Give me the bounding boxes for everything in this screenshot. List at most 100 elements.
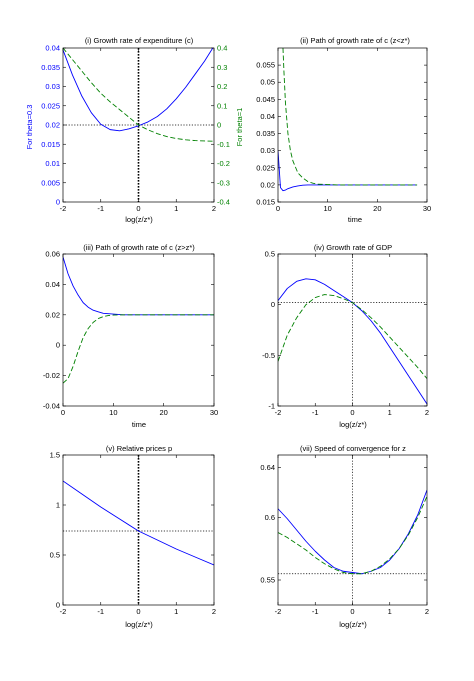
y-tick-label: 0.64 — [260, 463, 275, 472]
y-tick-label: 0 — [271, 300, 275, 309]
y-tick-label: 0.045 — [256, 95, 275, 104]
panel-3-xlabel: time — [132, 420, 146, 429]
x-tick-label: 30 — [210, 408, 218, 417]
y2-tick-label: -0.1 — [217, 140, 230, 149]
y-tick-label: 0 — [56, 198, 60, 207]
x-tick-label: 0 — [350, 408, 354, 417]
y-tick-label: 0.035 — [41, 63, 60, 72]
y-tick-label: 0.02 — [45, 121, 60, 130]
panel-2-title: (ii) Path of growth rate of c (z<z*) — [300, 36, 410, 45]
x-tick-label: 0 — [276, 204, 280, 213]
y-tick-label: 0.015 — [256, 198, 275, 207]
y-tick-label: -0.5 — [262, 351, 275, 360]
y2-tick-label: 0.1 — [217, 101, 227, 110]
x-tick-label: 0 — [136, 607, 140, 616]
panel-1-xlabel: log(z/z*) — [125, 215, 153, 224]
x-tick-label: 2 — [425, 408, 429, 417]
series-line-green — [278, 496, 427, 575]
y-tick-label: 1 — [56, 501, 60, 510]
plot-frame — [277, 253, 428, 407]
plot-frame — [62, 454, 215, 606]
x-tick-label: 2 — [425, 607, 429, 616]
y2-tick-label: 0.4 — [217, 44, 227, 53]
x-tick-label: 1 — [388, 408, 392, 417]
y-tick-label: 0.02 — [45, 310, 60, 319]
plot-frame — [277, 454, 428, 606]
y-tick-label: 1.5 — [50, 451, 60, 460]
y-tick-label: 0.03 — [260, 146, 275, 155]
plot-area — [278, 254, 427, 406]
x-tick-label: 1 — [174, 204, 178, 213]
panel-3-title: (iii) Path of growth rate of c (z>z*) — [83, 243, 195, 252]
panel-speed-of-convergence: (vii) Speed of convergence for z log(z/z… — [260, 444, 429, 629]
plot-area — [63, 256, 214, 384]
x-tick-label: -1 — [312, 408, 319, 417]
y-tick-label: 0.01 — [45, 159, 60, 168]
y2-tick-label: 0.2 — [217, 82, 227, 91]
y-tick-label: 0.5 — [50, 551, 60, 560]
x-tick-label: 1 — [174, 607, 178, 616]
panel-growth-rate-expenditure: (i) Growth rate of expenditure (c) log(z… — [25, 36, 244, 224]
x-tick-label: 2 — [212, 607, 216, 616]
panel-6-xlabel: log(z/z*) — [339, 620, 367, 629]
x-tick-label: 20 — [373, 204, 381, 213]
y2-tick-label: 0.3 — [217, 63, 227, 72]
y-tick-label: -1 — [268, 402, 275, 411]
x-tick-label: -2 — [275, 408, 282, 417]
y-tick-label: 0 — [56, 341, 60, 350]
panel-5-xlabel: log(z/z*) — [125, 620, 153, 629]
y-tick-label: 0.55 — [260, 576, 275, 585]
panel-6-title: (vii) Speed of convergence for z — [300, 444, 406, 453]
y-tick-label: 0.015 — [41, 140, 60, 149]
y-tick-label: 0.5 — [265, 250, 275, 259]
y2-tick-label: -0.2 — [217, 159, 230, 168]
y-tick-label: 0.04 — [45, 280, 60, 289]
panel-path-growth-c-below: (ii) Path of growth rate of c (z<z*) tim… — [256, 36, 431, 224]
panel-path-growth-c-above: (iii) Path of growth rate of c (z>z*) ti… — [43, 243, 218, 429]
x-tick-label: 10 — [109, 408, 117, 417]
panel-growth-rate-gdp: (iv) Growth rate of GDP log(z/z*) -2 -1 0 1… — [262, 243, 429, 429]
series-line-blue — [278, 489, 427, 575]
x-tick-label: 20 — [159, 408, 167, 417]
y-tick-label: -0.02 — [43, 371, 60, 380]
series-line-green — [278, 294, 427, 379]
y-tick-label: 0.6 — [265, 513, 275, 522]
x-tick-label: 0 — [350, 607, 354, 616]
x-tick-label: 2 — [212, 204, 216, 213]
panel-1-ylabel: For theta=0.3 — [25, 105, 34, 150]
y2-tick-label: -0.4 — [217, 198, 230, 207]
y-tick-label: 0.025 — [256, 163, 275, 172]
x-tick-label: -1 — [312, 607, 319, 616]
y-tick-label: 0.04 — [260, 112, 275, 121]
series-line-blue — [63, 256, 214, 316]
series-line-green — [63, 48, 214, 142]
y2-tick-label: 0 — [217, 121, 221, 130]
series-line-blue — [63, 480, 214, 566]
x-tick-label: -1 — [97, 607, 104, 616]
y2-tick-label: -0.3 — [217, 178, 230, 187]
y-tick-label: 0.02 — [260, 180, 275, 189]
panel-4-title: (iv) Growth rate of GDP — [314, 243, 392, 252]
panel-1-y2label: For theta=1 — [235, 108, 244, 147]
y-tick-label: 0.025 — [41, 101, 60, 110]
y-tick-label: 0.055 — [256, 61, 275, 70]
plot-frame — [62, 253, 215, 407]
panel-5-title: (v) Relative prices p — [106, 444, 172, 453]
x-tick-label: -2 — [60, 204, 67, 213]
plot-area — [278, 455, 427, 605]
panel-4-xlabel: log(z/z*) — [339, 420, 367, 429]
plot-frame — [277, 47, 428, 203]
panel-2-xlabel: time — [348, 215, 362, 224]
panel-1-title: (i) Growth rate of expenditure (c) — [85, 36, 194, 45]
series-line-blue — [63, 48, 214, 132]
plot-area — [63, 455, 214, 605]
y-tick-label: 0.035 — [256, 129, 275, 138]
panel-relative-prices: (v) Relative prices p log(z/z*) -2 -1 0 1 2 0… — [50, 444, 217, 629]
series-line-green — [282, 48, 418, 186]
y-tick-label: 0.06 — [45, 250, 60, 259]
x-tick-label: 30 — [423, 204, 431, 213]
plot-area — [278, 48, 418, 192]
x-tick-label: 10 — [323, 204, 331, 213]
series-line-green — [63, 314, 214, 384]
